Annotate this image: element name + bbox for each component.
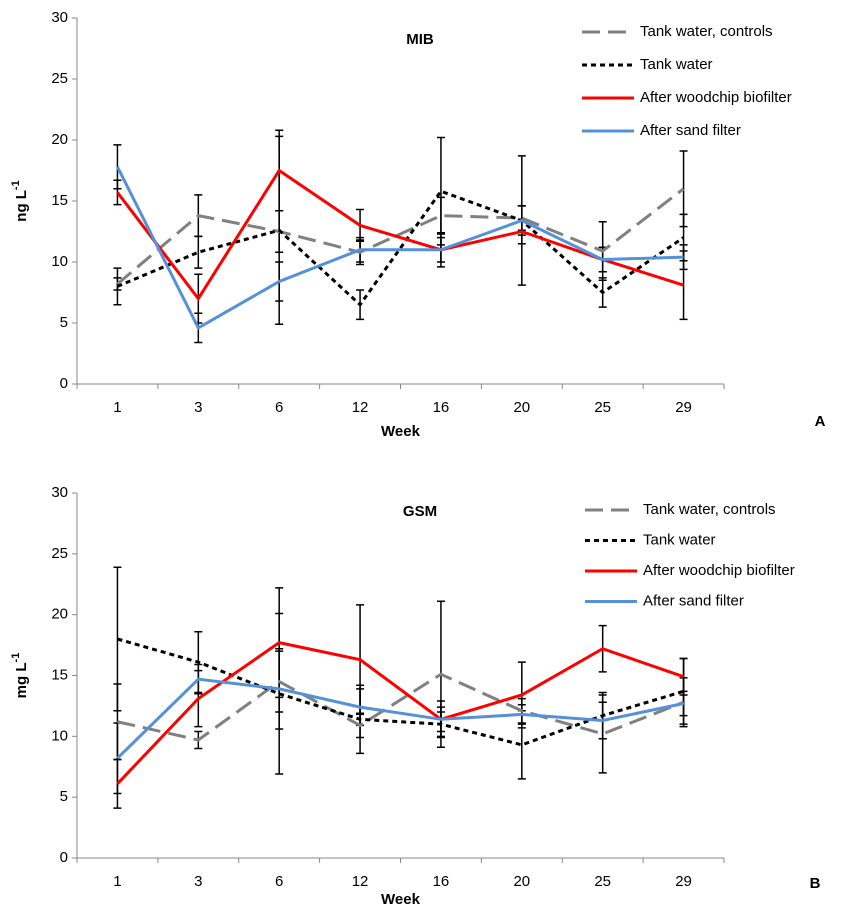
panel-label: A [815,413,826,430]
x-tick-label: 29 [675,873,692,890]
error-bar [194,235,203,269]
x-tick-label: 20 [513,399,530,416]
y-tick-label: 20 [51,606,68,623]
y-tick-label: 5 [60,314,68,331]
x-tick-label: 16 [433,873,450,890]
y-tick-label: 0 [60,375,68,392]
y-tick-label: 30 [51,484,68,501]
y-tick-label: 15 [51,666,68,683]
series-line [116,166,684,330]
y-tick-label: 25 [51,70,68,87]
legend-label: Tank water [643,531,716,548]
y-tick-label: 5 [60,788,68,805]
series-line [116,677,684,760]
series-line [117,672,685,742]
error-bar [679,244,688,271]
x-tick-label: 12 [352,399,369,416]
x-tick-label: 1 [113,873,121,890]
series-line [116,168,685,302]
y-axis-label: mg L-1 [10,653,30,699]
y-tick-label: 10 [51,727,68,744]
series-line [117,637,684,747]
x-tick-label: 29 [675,399,692,416]
y-tick-label: 15 [51,192,68,209]
legend-label: After sand filter [640,122,741,139]
legend-label: Tank water, controls [643,501,776,518]
x-tick-label: 20 [513,873,530,890]
x-axis-label: Week [381,891,421,908]
y-tick-label: 30 [51,9,68,26]
x-tick-label: 6 [275,873,283,890]
x-tick-label: 25 [594,873,611,890]
y-axis-label-sup: -1 [10,653,22,663]
legend-label: Tank water [640,56,713,73]
series-line [116,641,685,785]
y-tick-label: 20 [51,131,68,148]
x-tick-label: 3 [194,873,202,890]
y-axis-label-text: ng L [13,190,30,222]
y-axis-label-sup: -1 [10,180,22,190]
legend-label: After sand filter [643,592,744,609]
y-tick-label: 0 [60,849,68,866]
x-tick-label: 12 [352,873,369,890]
y-axis-label-text: mg L [13,662,30,698]
x-tick-label: 1 [113,399,121,416]
x-tick-label: 25 [594,399,611,416]
y-tick-label: 10 [51,253,68,270]
x-tick-label: 3 [194,399,202,416]
x-tick-label: 6 [275,399,283,416]
x-tick-label: 16 [433,399,450,416]
chart-title: MIB [406,31,434,48]
series-line [116,189,685,307]
panel-label: B [810,875,821,892]
legend-label: Tank water, controls [640,23,773,40]
legend-label: After woodchip biofilter [640,89,792,106]
x-axis-label: Week [381,423,421,440]
legend-label: After woodchip biofilter [643,562,795,579]
y-tick-label: 25 [51,545,68,562]
chart-title: GSM [403,503,437,520]
y-axis-label: ng L-1 [10,180,30,221]
series-line [116,187,685,286]
